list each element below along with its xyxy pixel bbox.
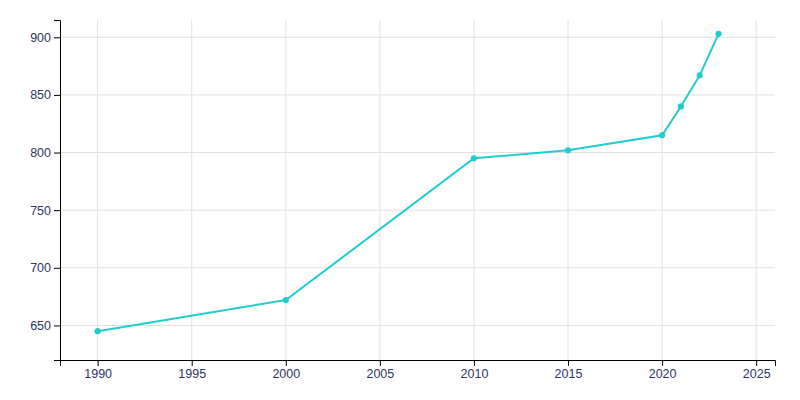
x-tick: 2005 [366, 360, 394, 381]
x-tick: 2015 [555, 360, 583, 381]
line [98, 34, 719, 331]
x-tick-label: 2000 [272, 367, 300, 381]
x-tick-mark [756, 360, 757, 366]
x-tick: 1990 [84, 360, 112, 381]
point [697, 72, 703, 78]
series [95, 31, 722, 335]
x-tick-label: 2015 [555, 367, 583, 381]
y-tick-mark [54, 268, 60, 269]
x-tick: 2000 [272, 360, 300, 381]
grid-line-x [97, 20, 98, 360]
point [678, 103, 684, 109]
grid-line-y [60, 37, 775, 38]
chart: 1990 1995 2000 2005 2010 2015 2020 2025 650 700 75… [0, 0, 800, 400]
y-tick-label: 800 [30, 146, 51, 160]
point [715, 31, 721, 37]
x-tick-label: 1990 [84, 367, 112, 381]
grid-line-y [60, 210, 775, 211]
x-axis-line [61, 361, 776, 367]
grid-line-x [285, 20, 286, 360]
x-tick-mark [474, 360, 475, 366]
grid-line-y [60, 94, 775, 95]
y-axis-line [54, 21, 61, 361]
y-tick-label: 750 [30, 204, 51, 218]
y-axis: 650 700 750 800 850 900 [30, 21, 60, 361]
x-tick: 2010 [461, 360, 489, 381]
x-tick-label: 2020 [649, 367, 677, 381]
grid-line-x [568, 20, 569, 360]
x-tick-mark [286, 360, 287, 366]
grid-line-y [60, 267, 775, 268]
y-tick: 800 [30, 146, 60, 160]
x-tick-mark [662, 360, 663, 366]
grid-line-x [662, 20, 663, 360]
y-tick: 700 [30, 261, 60, 275]
grid-line-x [191, 20, 192, 360]
point [565, 147, 571, 153]
x-tick-label: 1995 [178, 367, 206, 381]
x-tick-mark [98, 360, 99, 366]
point [659, 132, 665, 138]
plot: 1990 1995 2000 2005 2010 2015 2020 2025 650 700 75… [30, 20, 775, 381]
point [283, 297, 289, 303]
x-tick-label: 2005 [366, 367, 394, 381]
y-tick-mark [54, 153, 60, 154]
y-tick-mark [54, 37, 60, 38]
y-tick-mark [54, 95, 60, 96]
x-tick-mark [192, 360, 193, 366]
x-tick: 1995 [178, 360, 206, 381]
point [95, 328, 101, 334]
grid-line-x [756, 20, 757, 360]
x-tick: 2025 [743, 360, 771, 381]
y-tick: 850 [30, 88, 60, 102]
x-tick-label: 2010 [461, 367, 489, 381]
grid-line-x [473, 20, 474, 360]
x-tick: 2020 [649, 360, 677, 381]
y-tick: 650 [30, 319, 60, 333]
x-axis: 1990 1995 2000 2005 2010 2015 2020 2025 [61, 360, 776, 381]
grid-line-x [379, 20, 380, 360]
y-tick-mark [54, 325, 60, 326]
y-tick-label: 900 [30, 31, 51, 45]
y-tick-label: 650 [30, 319, 51, 333]
x-tick-label: 2025 [743, 367, 771, 381]
grid [60, 20, 775, 360]
x-tick-mark [568, 360, 569, 366]
y-tick-label: 850 [30, 88, 51, 102]
x-tick-mark [380, 360, 381, 366]
y-tick-mark [54, 210, 60, 211]
y-tick: 900 [30, 31, 60, 45]
y-tick-label: 700 [30, 261, 51, 275]
grid-line-y [60, 325, 775, 326]
y-tick: 750 [30, 204, 60, 218]
point [471, 155, 477, 161]
grid-line-y [60, 152, 775, 153]
